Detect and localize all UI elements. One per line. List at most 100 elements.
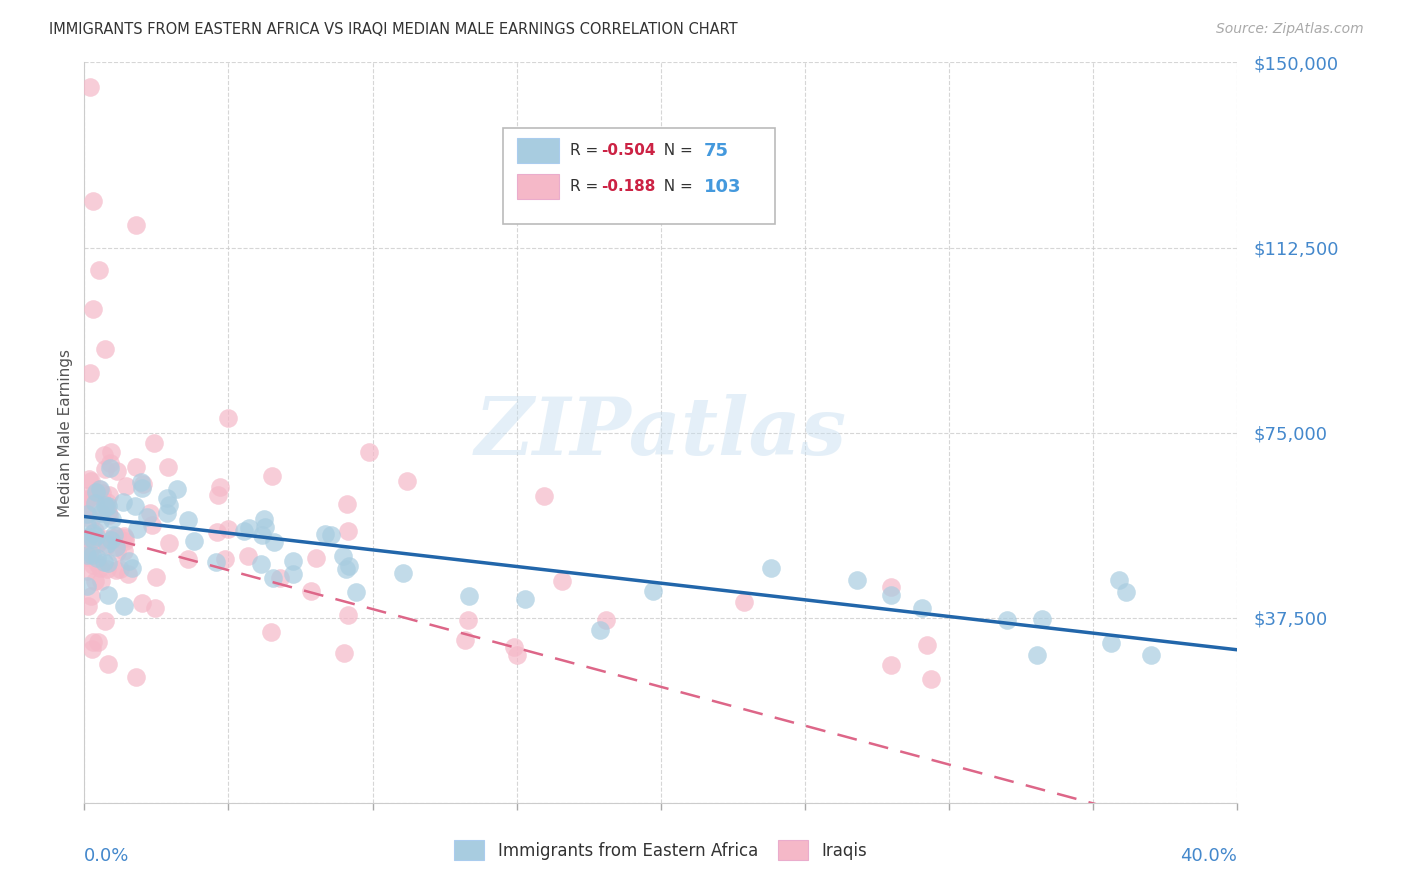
Point [77,472,100,486]
Point [98,488,121,502]
Point [281,554,304,568]
Text: N =: N = [654,179,699,194]
Point [588,623,610,637]
Point [506,648,529,662]
Point [91,485,114,500]
Point [76,492,98,507]
Point [87,488,110,502]
Y-axis label: Median Male Earnings: Median Male Earnings [58,349,73,516]
Point [80,475,103,489]
Point [97,499,120,513]
Point [214,551,236,566]
Point [299,584,322,599]
Point [335,562,357,576]
Text: N =: N = [654,144,699,159]
Point [157,536,180,550]
Point [641,584,664,599]
Point [96,537,118,551]
Point [759,561,782,575]
Point [1140,648,1163,662]
Point [76,548,98,562]
Point [733,594,755,608]
Point [97,508,120,522]
Point [177,512,200,526]
Point [97,588,120,602]
Point [112,543,135,558]
Point [97,505,120,519]
Point [156,506,179,520]
Point [125,460,148,475]
Point [76,540,98,554]
Point [114,532,136,546]
Point [79,543,101,558]
Text: 0.0%: 0.0% [84,847,129,865]
Point [84,529,107,543]
Point [105,540,128,554]
Point [880,657,903,672]
Point [125,522,148,536]
Point [89,561,111,575]
Point [253,512,276,526]
Point [101,531,124,545]
Point [96,495,118,509]
Point [76,565,98,579]
Point [94,614,117,628]
Text: -0.504: -0.504 [602,144,655,159]
Point [103,528,125,542]
Point [79,367,101,381]
Point [87,635,110,649]
Point [915,638,938,652]
Point [94,532,117,546]
Point [157,460,180,475]
Point [166,483,188,497]
Point [97,657,120,671]
Point [253,520,276,534]
Point [104,563,127,577]
Point [336,496,359,510]
Point [880,589,903,603]
Point [86,537,108,551]
Point [97,556,120,570]
Point [76,508,98,522]
Point [143,600,166,615]
Point [250,527,273,541]
Point [305,550,328,565]
Point [76,518,98,533]
Text: Source: ZipAtlas.com: Source: ZipAtlas.com [1216,22,1364,37]
Point [1025,648,1047,662]
Point [1099,635,1122,649]
Point [84,524,107,539]
Point [80,537,103,551]
Point [86,550,108,565]
Point [76,489,98,503]
Point [82,532,104,546]
Point [880,580,903,594]
Point [250,557,273,571]
Point [89,482,111,496]
Point [332,549,354,563]
Point [344,585,367,599]
Point [236,549,259,563]
Point [533,489,555,503]
Point [90,506,112,520]
Text: R =: R = [571,179,603,194]
Text: 103: 103 [704,178,741,195]
Point [176,551,198,566]
Point [141,518,163,533]
Point [238,521,260,535]
Point [80,511,103,525]
Point [145,570,167,584]
Point [82,558,104,572]
Point [337,559,360,574]
Point [80,589,103,603]
Text: 40.0%: 40.0% [1181,847,1237,865]
Point [87,262,110,277]
Point [124,500,146,514]
Point [100,533,122,547]
Point [82,642,104,657]
Text: R =: R = [571,144,603,159]
Point [595,613,617,627]
Point [93,555,115,569]
Point [218,410,240,425]
Point [513,591,536,606]
